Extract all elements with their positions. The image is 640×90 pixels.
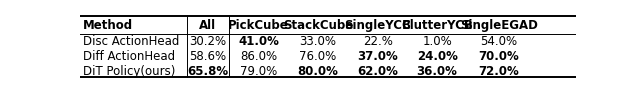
- Text: ClutterYCB: ClutterYCB: [401, 19, 473, 32]
- Text: Diff ActionHead: Diff ActionHead: [83, 50, 175, 63]
- Text: SingleYCB: SingleYCB: [344, 19, 411, 32]
- Text: 30.2%: 30.2%: [189, 35, 227, 48]
- Text: 65.8%: 65.8%: [187, 65, 228, 78]
- Text: 72.0%: 72.0%: [479, 65, 520, 78]
- Text: StackCube: StackCube: [283, 19, 353, 32]
- Text: 1.0%: 1.0%: [422, 35, 452, 48]
- Text: 58.6%: 58.6%: [189, 50, 227, 63]
- Text: 76.0%: 76.0%: [300, 50, 337, 63]
- Text: 86.0%: 86.0%: [240, 50, 277, 63]
- Text: 22.%: 22.%: [363, 35, 392, 48]
- Text: 62.0%: 62.0%: [357, 65, 398, 78]
- Text: 24.0%: 24.0%: [417, 50, 458, 63]
- Text: Disc ActionHead: Disc ActionHead: [83, 35, 179, 48]
- Text: PickCube: PickCube: [228, 19, 289, 32]
- Text: 41.0%: 41.0%: [238, 35, 279, 48]
- Text: 33.0%: 33.0%: [300, 35, 337, 48]
- Text: 79.0%: 79.0%: [240, 65, 277, 78]
- Text: 70.0%: 70.0%: [479, 50, 520, 63]
- Text: 54.0%: 54.0%: [481, 35, 518, 48]
- Text: 36.0%: 36.0%: [417, 65, 458, 78]
- Text: 37.0%: 37.0%: [357, 50, 398, 63]
- Text: All: All: [199, 19, 216, 32]
- Text: SingleEGAD: SingleEGAD: [460, 19, 538, 32]
- Text: 80.0%: 80.0%: [298, 65, 339, 78]
- Text: Method: Method: [83, 19, 133, 32]
- Text: DiT Policy(ours): DiT Policy(ours): [83, 65, 175, 78]
